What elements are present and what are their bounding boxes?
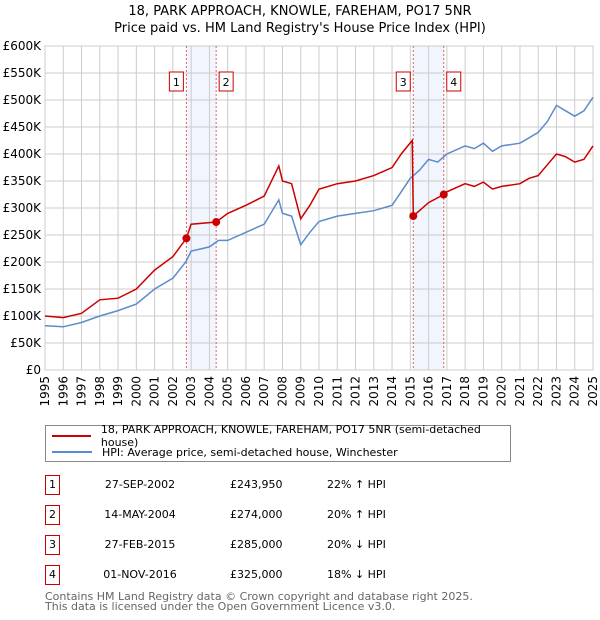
y-tick-label: £400K xyxy=(3,147,43,161)
sale-label-box xyxy=(168,71,184,92)
legend-label: HPI: Average price, semi-detached house,… xyxy=(102,445,398,459)
x-tick-label: 1995 xyxy=(38,376,52,407)
chart-title: 18, PARK APPROACH, KNOWLE, FAREHAM, PO17… xyxy=(128,4,472,19)
x-tick-label: 1999 xyxy=(111,376,125,407)
property-price-line xyxy=(44,138,594,319)
x-tick-label: 2009 xyxy=(294,376,308,407)
sale-label: 4 xyxy=(450,76,457,89)
y-tick-label: £550K xyxy=(3,66,43,80)
footer-line-1: Contains HM Land Registry data © Crown c… xyxy=(45,590,473,603)
legend-item-hpi: HPI: Average price, semi-detached house,… xyxy=(46,444,398,460)
sale-hpi-diff: 20% ↑ HPI xyxy=(327,508,386,521)
x-tick-label: 2017 xyxy=(440,376,454,407)
x-tick-label: 2019 xyxy=(476,376,490,407)
x-tick-label: 2018 xyxy=(458,376,472,407)
x-tick-label: 2007 xyxy=(257,376,271,407)
sale-label-box xyxy=(218,71,234,92)
sale-price: £285,000 xyxy=(230,538,283,551)
legend: 18, PARK APPROACH, KNOWLE, FAREHAM, PO17… xyxy=(45,423,511,462)
sale-date: 01-NOV-2016 xyxy=(103,568,177,581)
sale-point xyxy=(212,218,221,227)
chart-subtitle: Price paid vs. HM Land Registry's House … xyxy=(114,21,486,36)
sale-row: 1 27-SEP-2002 £243,950 22% ↑ HPI xyxy=(45,475,445,495)
sale-label-box xyxy=(395,71,411,92)
legend-swatch-blue xyxy=(52,451,92,453)
sale-row: 2 14-MAY-2004 £274,000 20% ↑ HPI xyxy=(45,505,445,525)
y-tick-label: £200K xyxy=(3,255,43,269)
sale-label: 1 xyxy=(173,76,180,89)
y-tick-label: £350K xyxy=(3,174,43,188)
x-tick-label: 2025 xyxy=(586,376,600,407)
x-tick-label: 2021 xyxy=(513,376,527,407)
y-tick-label: £50K xyxy=(10,336,42,350)
legend-label: 18, PARK APPROACH, KNOWLE, FAREHAM, PO17… xyxy=(100,423,481,449)
x-tick-label: 2013 xyxy=(367,376,381,407)
y-tick-label: £600K xyxy=(3,39,43,53)
sale-point xyxy=(439,190,448,199)
sale-row: 3 27-FEB-2015 £285,000 20% ↓ HPI xyxy=(45,535,445,555)
x-tick-label: 1998 xyxy=(93,376,107,407)
y-tick-label: £150K xyxy=(3,282,43,296)
x-tick-label: 2015 xyxy=(403,376,417,407)
sale-label: 2 xyxy=(223,76,230,89)
x-tick-label: 2022 xyxy=(531,376,545,407)
y-tick-label: £100K xyxy=(3,309,43,323)
sale-price: £325,000 xyxy=(230,568,283,581)
x-tick-label: 2012 xyxy=(349,376,363,407)
x-tick-label: 2020 xyxy=(495,376,509,407)
x-tick-label: 2000 xyxy=(129,376,143,407)
y-tick-label: £500K xyxy=(3,93,43,107)
sale-hpi-diff: 20% ↓ HPI xyxy=(327,538,386,551)
hpi-line xyxy=(44,96,594,328)
sale-label-box xyxy=(446,71,462,92)
sale-number: 3 xyxy=(45,535,60,555)
price-chart: £0 £50K £100K £150K £200K £250K £300K £350K £400… xyxy=(3,39,600,407)
sale-number: 4 xyxy=(45,565,60,585)
x-tick-label: 2014 xyxy=(385,376,399,407)
sale-price: £243,950 xyxy=(230,478,283,491)
x-tick-label: 2008 xyxy=(275,376,289,407)
y-tick-label: £250K xyxy=(3,228,43,242)
x-tick-label: 1997 xyxy=(75,376,89,407)
y-tick-label: £0 xyxy=(26,363,41,377)
x-tick-label: 2001 xyxy=(148,376,162,407)
x-tick-label: 2011 xyxy=(330,376,344,407)
sale-date: 14-MAY-2004 xyxy=(104,508,176,521)
sale-point xyxy=(409,212,418,221)
sale-date: 27-SEP-2002 xyxy=(104,478,176,491)
x-tick-label: 1996 xyxy=(56,376,70,407)
x-tick-label: 2004 xyxy=(202,376,216,407)
x-tick-label: 2024 xyxy=(568,376,582,407)
x-tick-label: 2010 xyxy=(312,376,326,407)
sale-price: £274,000 xyxy=(230,508,283,521)
sale-hpi-diff: 18% ↓ HPI xyxy=(327,568,386,581)
x-tick-label: 2023 xyxy=(549,376,563,407)
sale-hpi-diff: 22% ↑ HPI xyxy=(327,478,386,491)
sale-point xyxy=(182,234,191,243)
legend-item-property: 18, PARK APPROACH, KNOWLE, FAREHAM, PO17… xyxy=(46,423,510,449)
x-tick-label: 2005 xyxy=(221,376,235,407)
plot-border xyxy=(44,45,594,371)
x-tick-label: 2016 xyxy=(422,376,436,407)
x-tick-label: 2003 xyxy=(184,376,198,407)
footer-line-2: This data is licensed under the Open Gov… xyxy=(45,600,396,613)
sale-number: 2 xyxy=(45,505,60,525)
sale-label: 3 xyxy=(400,76,407,89)
x-tick-label: 2002 xyxy=(166,376,180,407)
sale-row: 4 01-NOV-2016 £325,000 18% ↓ HPI xyxy=(45,565,445,585)
x-tick-label: 2006 xyxy=(239,376,253,407)
legend-swatch-red xyxy=(52,435,91,437)
y-tick-label: £450K xyxy=(3,120,43,134)
y-tick-label: £300K xyxy=(3,201,43,215)
sale-number: 1 xyxy=(45,475,60,495)
sale-date: 27-FEB-2015 xyxy=(104,538,176,551)
